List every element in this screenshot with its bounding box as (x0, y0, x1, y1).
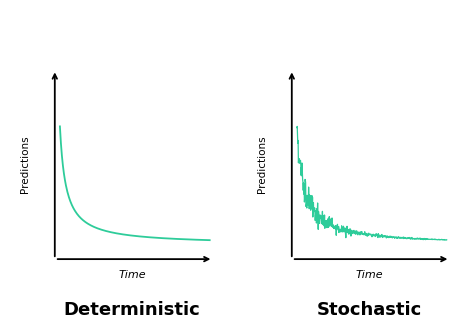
Text: Predictions: Predictions (256, 136, 266, 193)
Text: Time: Time (118, 270, 146, 281)
Text: Deterministic: Deterministic (64, 301, 201, 316)
Text: Time: Time (356, 270, 383, 281)
Text: Stochastic: Stochastic (317, 301, 422, 316)
Text: Predictions: Predictions (19, 136, 29, 193)
